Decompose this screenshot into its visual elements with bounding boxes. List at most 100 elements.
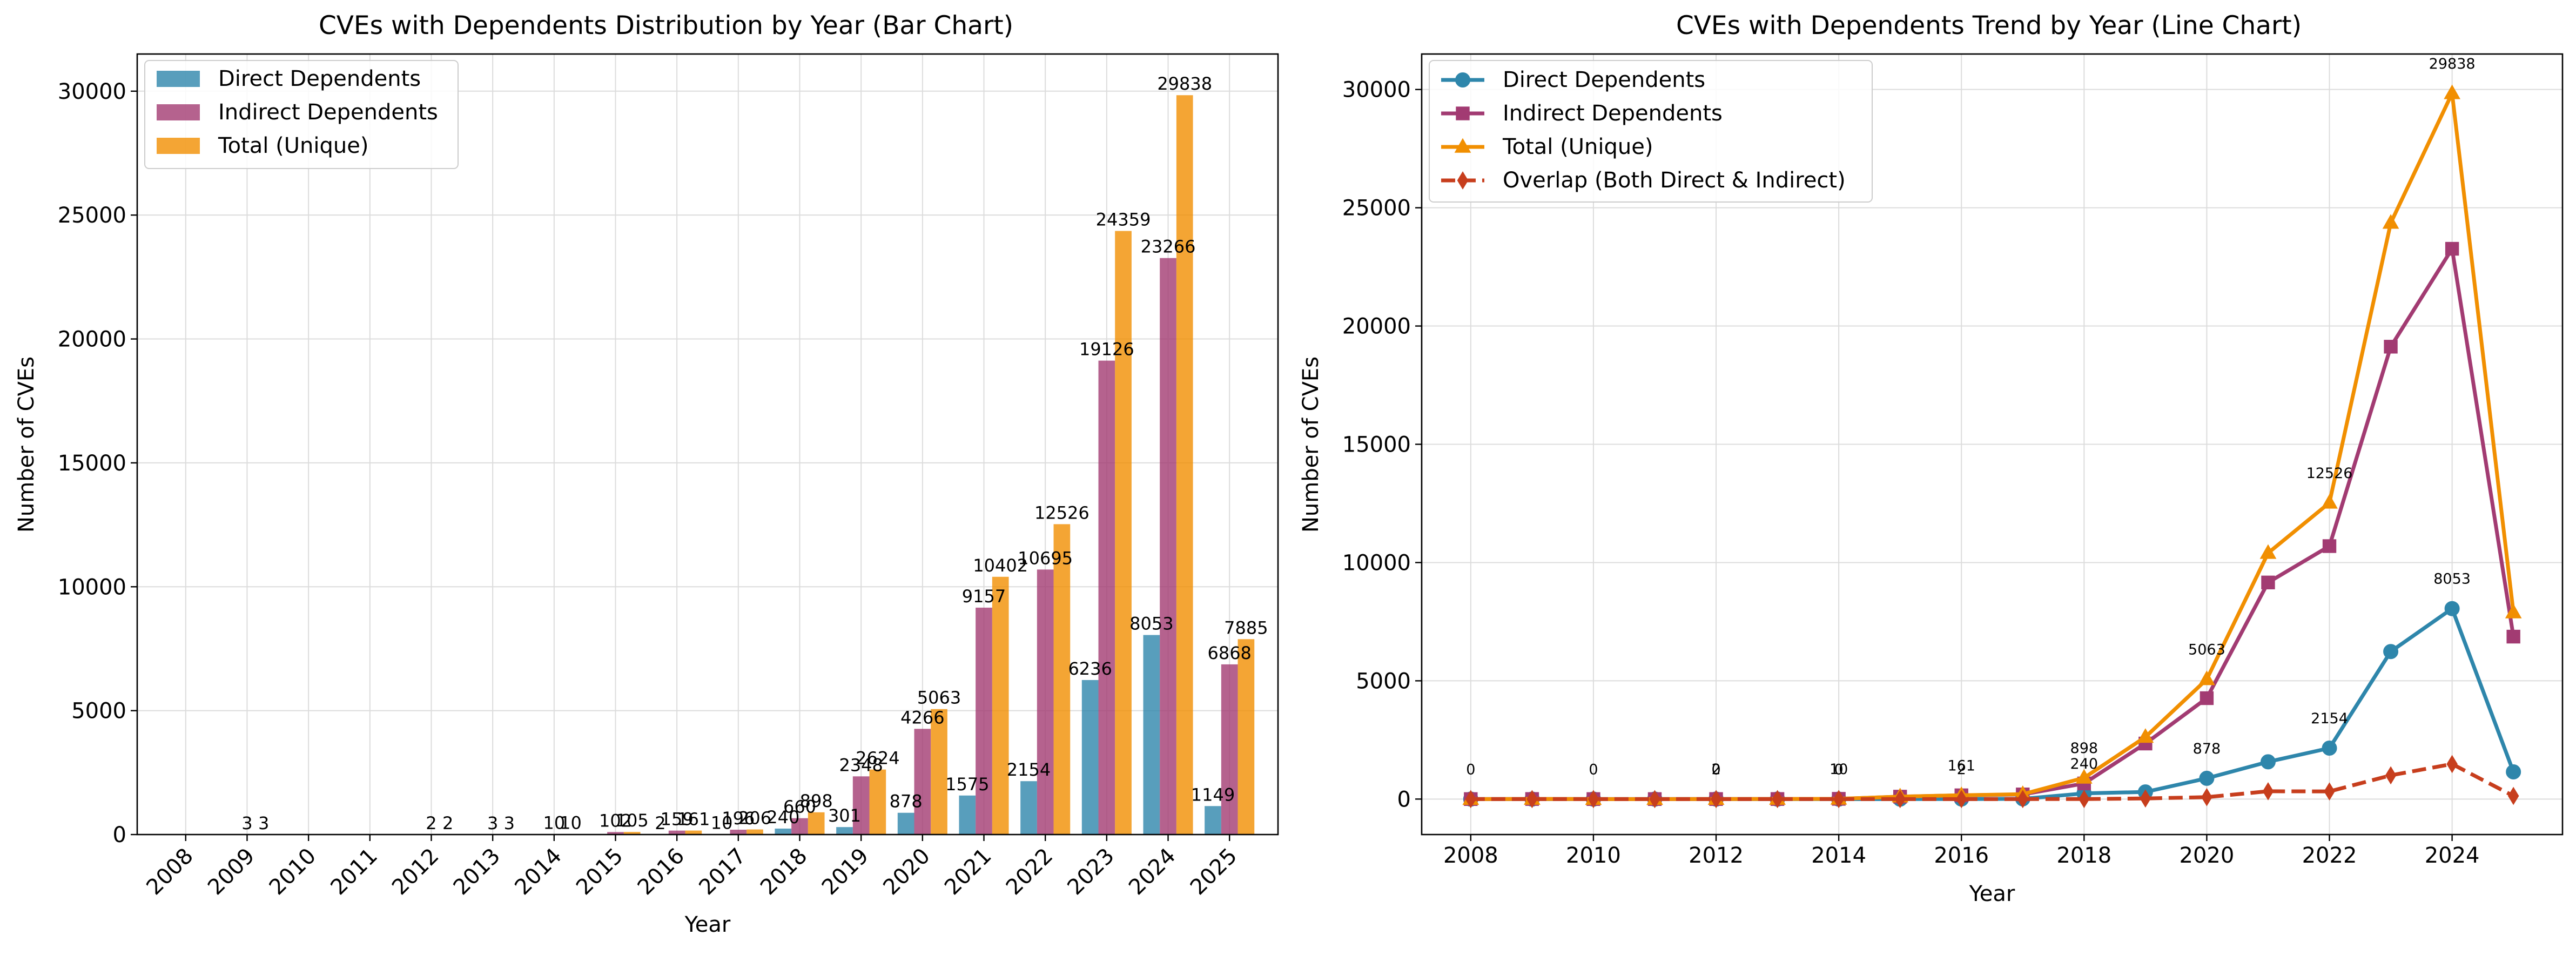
line-point-3-2024 bbox=[2446, 755, 2458, 774]
line-point-3-2020 bbox=[2201, 788, 2212, 806]
bar-data-label: 102 bbox=[599, 810, 632, 831]
bar-data-label: 4266 bbox=[900, 707, 944, 728]
bar-2-2021 bbox=[992, 576, 1009, 835]
bar-chart-legend-label: Indirect Dependents bbox=[218, 100, 438, 125]
line-chart-x-tick-label: 2008 bbox=[1443, 843, 1498, 868]
bar-data-label: 9157 bbox=[962, 586, 1006, 607]
bar-chart-x-axis-label: Year bbox=[684, 912, 731, 937]
bar-1-2023 bbox=[1098, 360, 1115, 835]
line-chart-legend-label: Indirect Dependents bbox=[1503, 101, 1723, 126]
bar-data-label: 3 bbox=[258, 813, 269, 833]
bar-0-2020 bbox=[897, 812, 914, 835]
bar-chart-y-tick-label: 30000 bbox=[58, 79, 126, 104]
line-chart-y-tick-label: 10000 bbox=[1342, 550, 1411, 575]
line-annotation: 878 bbox=[2193, 741, 2221, 757]
line-point-0-2025 bbox=[2506, 764, 2521, 780]
line-point-3-2008 bbox=[1465, 790, 1477, 809]
line-annotation: 29838 bbox=[2429, 56, 2476, 72]
bar-chart-legend-swatch bbox=[157, 138, 200, 154]
bar-chart-y-tick-label: 25000 bbox=[58, 203, 126, 228]
line-chart: CVEs with Dependents Trend by Year (Line… bbox=[1299, 11, 2564, 906]
bar-data-label: 10 bbox=[711, 813, 733, 833]
line-annotation: 898 bbox=[2070, 740, 2099, 757]
bar-1-2024 bbox=[1160, 258, 1176, 835]
line-chart-x-tick-label: 2020 bbox=[2180, 843, 2235, 868]
bar-1-2020 bbox=[914, 729, 931, 835]
bar-2-2022 bbox=[1053, 524, 1071, 835]
bar-1-2019 bbox=[852, 776, 870, 835]
bar-chart-legend-swatch bbox=[157, 71, 200, 87]
line-chart-x-tick-label: 2024 bbox=[2425, 843, 2480, 868]
bar-data-label: 660 bbox=[783, 797, 816, 817]
bar-chart-y-tick-label: 20000 bbox=[58, 327, 126, 352]
line-point-3-2023 bbox=[2385, 766, 2397, 785]
line-annotation: 240 bbox=[2070, 756, 2099, 772]
bar-1-2016 bbox=[668, 830, 685, 835]
bar-data-label: 2 bbox=[442, 813, 453, 833]
bar-0-2021 bbox=[959, 795, 976, 835]
line-chart-x-tick-label: 2014 bbox=[1811, 843, 1866, 868]
line-chart-y-tick-label: 25000 bbox=[1342, 196, 1411, 221]
bar-data-label: 19126 bbox=[1079, 339, 1134, 360]
line-annotation: 2154 bbox=[2311, 710, 2348, 727]
bar-1-2021 bbox=[976, 607, 992, 835]
bar-2-2023 bbox=[1115, 231, 1132, 835]
bar-chart-legend-frame bbox=[144, 60, 459, 169]
bar-data-label: 161 bbox=[677, 809, 710, 830]
bar-data-label: 196 bbox=[722, 808, 755, 829]
line-point-3-2009 bbox=[1526, 790, 1538, 809]
line-chart-legend: Direct Dependents Indirect Dependents Tota… bbox=[1429, 60, 1873, 203]
bar-data-label: 206 bbox=[738, 808, 771, 829]
bar-chart-bars bbox=[239, 95, 1255, 835]
line-point-1-2020 bbox=[2200, 691, 2214, 705]
bar-data-label: 10 bbox=[560, 813, 582, 833]
line-point-3-2013 bbox=[1772, 790, 1783, 809]
bar-0-2019 bbox=[836, 827, 853, 835]
bar-data-label: 6868 bbox=[1207, 643, 1251, 663]
bar-data-label: 10 bbox=[543, 813, 565, 833]
line-chart-legend-frame bbox=[1429, 60, 1873, 203]
bar-1-2018 bbox=[791, 818, 808, 835]
bar-data-label: 1149 bbox=[1191, 784, 1235, 805]
bar-chart-legend: Direct Dependents Indirect Dependents Tota… bbox=[144, 60, 459, 169]
line-chart-x-tick-label: 2012 bbox=[1689, 843, 1744, 868]
line-point-1-2024 bbox=[2445, 241, 2459, 256]
line-chart-series bbox=[1462, 84, 2522, 809]
bar-0-2018 bbox=[775, 828, 792, 835]
bar-2-2018 bbox=[808, 812, 825, 835]
bar-data-label: 2624 bbox=[856, 748, 899, 769]
line-point-3-2022 bbox=[2324, 782, 2335, 801]
bar-chart-legend-label: Total (Unique) bbox=[218, 133, 368, 158]
line-point-0-2021 bbox=[2260, 754, 2276, 770]
line-point-1-2025 bbox=[2506, 629, 2520, 644]
bar-2-2024 bbox=[1176, 95, 1193, 835]
line-point-3-2012 bbox=[1710, 790, 1722, 809]
line-annotation: 2 bbox=[1711, 761, 1720, 778]
line-point-3-2015 bbox=[1894, 790, 1906, 809]
line-series-3 bbox=[1470, 762, 2514, 801]
bar-chart-legend-swatch bbox=[157, 104, 200, 120]
bar-data-label: 12526 bbox=[1034, 502, 1089, 523]
bar-data-label: 10695 bbox=[1018, 548, 1073, 568]
bar-chart-y-tick-label: 10000 bbox=[58, 575, 126, 600]
bar-data-label: 10402 bbox=[973, 555, 1028, 576]
line-chart-legend-marker bbox=[1456, 106, 1470, 120]
line-chart-x-tick-label: 2022 bbox=[2302, 843, 2357, 868]
line-chart-legend-label: Total (Unique) bbox=[1502, 134, 1653, 159]
line-point-2-2020 bbox=[2198, 670, 2215, 685]
bar-data-label: 2348 bbox=[839, 755, 883, 775]
bar-data-label: 6236 bbox=[1068, 658, 1112, 679]
line-point-1-2022 bbox=[2322, 539, 2337, 553]
line-chart-x-axis-label: Year bbox=[1969, 882, 2015, 906]
line-point-2-2022 bbox=[2321, 494, 2338, 509]
bar-data-label: 3 bbox=[487, 813, 498, 833]
line-point-0-2020 bbox=[2199, 770, 2215, 786]
bar-chart-legend-label: Direct Dependents bbox=[218, 66, 421, 91]
line-point-3-2016 bbox=[1955, 790, 1967, 809]
line-point-2-2018 bbox=[2075, 769, 2093, 784]
bar-data-label: 24359 bbox=[1096, 210, 1151, 230]
line-point-3-2025 bbox=[2507, 786, 2519, 805]
bar-0-2023 bbox=[1081, 680, 1099, 835]
bar-data-label: 3 bbox=[241, 813, 252, 833]
line-chart-annotations: 0 0 20 100 161289824050638781252621542983880… bbox=[1466, 56, 2475, 778]
